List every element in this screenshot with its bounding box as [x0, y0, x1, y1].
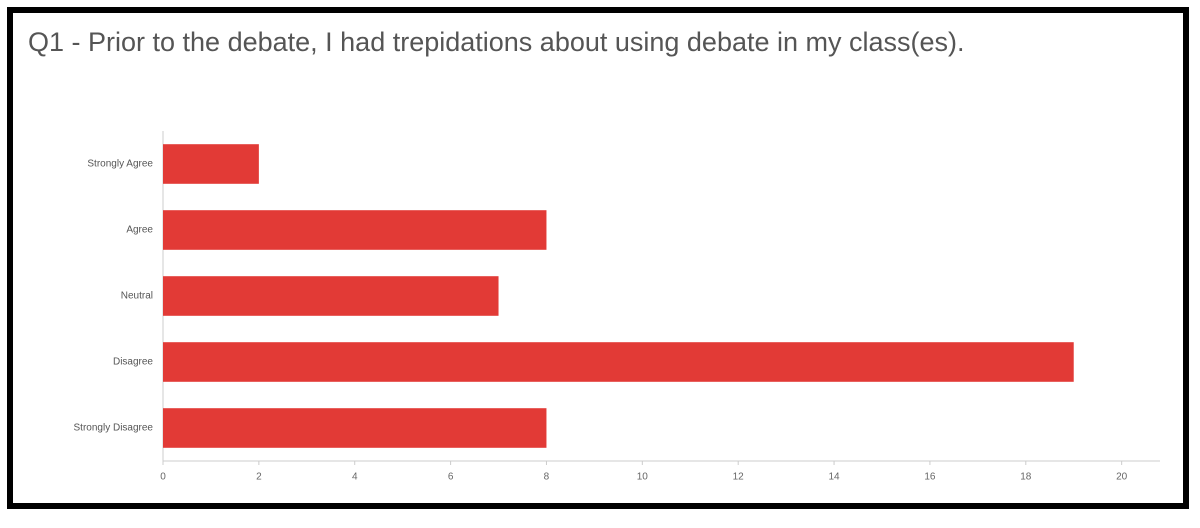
x-tick-label: 20 [1116, 472, 1128, 483]
bar [163, 144, 259, 184]
y-tick-label: Neutral [121, 291, 153, 302]
x-tick-label: 12 [733, 472, 745, 483]
x-tick-label: 14 [828, 472, 840, 483]
x-tick-label: 6 [448, 472, 454, 483]
bar [163, 210, 547, 250]
x-tick-label: 2 [256, 472, 262, 483]
chart-title: Q1 - Prior to the debate, I had trepidat… [28, 27, 965, 57]
y-tick-label: Agree [126, 225, 153, 236]
x-tick-label: 16 [924, 472, 936, 483]
x-tick-label: 18 [1020, 472, 1032, 483]
x-tick-label: 4 [352, 472, 358, 483]
x-tick-label: 10 [637, 472, 649, 483]
x-tick-label: 8 [544, 472, 550, 483]
y-tick-label: Strongly Disagree [74, 423, 154, 434]
bar [163, 276, 499, 316]
bar [163, 342, 1074, 382]
y-tick-label: Disagree [113, 357, 153, 368]
bar [163, 408, 547, 448]
y-tick-label: Strongly Agree [87, 159, 153, 170]
x-tick-label: 0 [160, 472, 166, 483]
